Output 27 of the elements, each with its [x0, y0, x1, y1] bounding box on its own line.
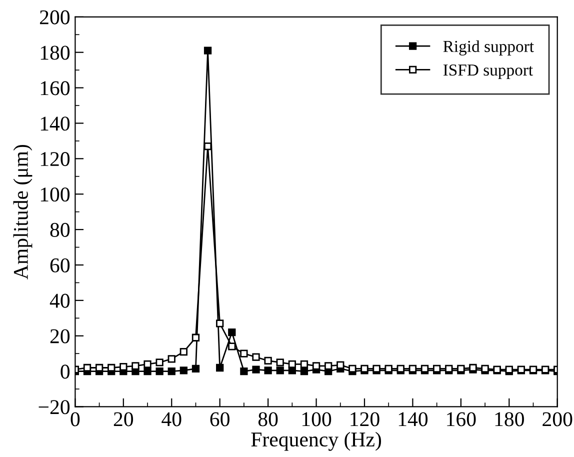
y-tick-label: −20 — [38, 400, 70, 414]
y-tick-label: 180 — [40, 46, 70, 60]
y-tick-label: 160 — [40, 81, 70, 96]
x-tick-label: 80 — [258, 412, 278, 426]
y-tick-label: 40 — [50, 294, 70, 308]
y-tick-label: 60 — [50, 258, 70, 272]
x-axis-title: Frequency (Hz) — [251, 432, 382, 451]
y-tick-label: 120 — [40, 152, 70, 166]
y-tick-label: 20 — [50, 329, 70, 344]
x-tick-label: 40 — [162, 412, 182, 426]
x-tick-label: 100 — [302, 412, 332, 426]
x-tick-label: 180 — [495, 412, 524, 426]
y-tick-label: 140 — [40, 116, 70, 131]
x-tick-label: 200 — [542, 412, 572, 426]
x-tick-label: 140 — [398, 412, 428, 426]
x-tick-label: 0 — [70, 412, 80, 426]
y-tick-label: 100 — [40, 187, 70, 202]
y-tick-label: 80 — [50, 222, 70, 237]
x-tick-label: 160 — [447, 412, 476, 426]
x-tick-label: 120 — [350, 412, 380, 426]
y-tick-label: 0 — [60, 364, 70, 379]
legend-label: ISFD support — [443, 64, 534, 80]
y-tick-label: 200 — [40, 10, 70, 24]
y-axis-title: Amplitude (μm) — [13, 144, 32, 280]
x-tick-label: 60 — [210, 412, 230, 426]
legend-label: Rigid support — [443, 40, 534, 56]
x-tick-label: 20 — [114, 412, 134, 426]
